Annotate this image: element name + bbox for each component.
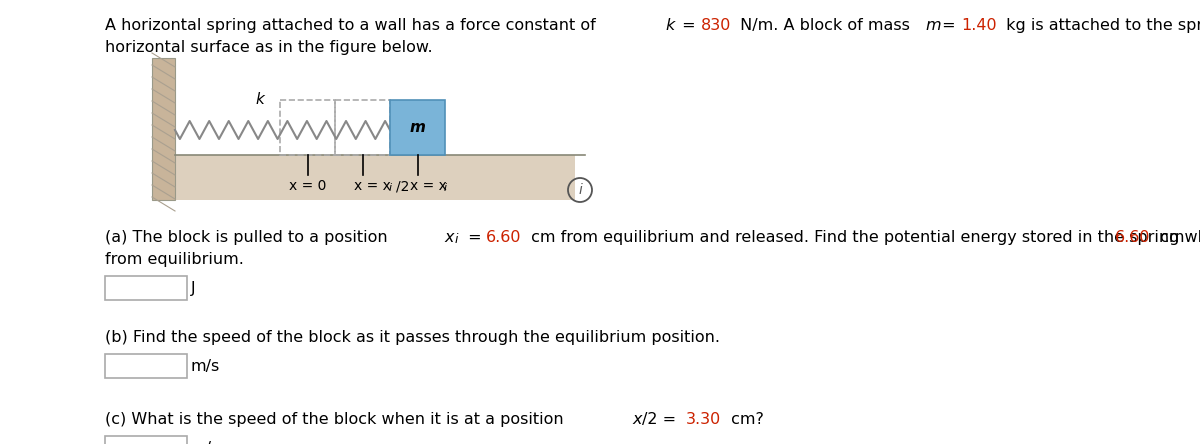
Text: i: i [455,233,458,246]
Text: x = x: x = x [409,179,446,193]
Bar [335,100,390,155]
Text: 6.60: 6.60 [486,230,522,245]
Text: horizontal surface as in the figure below.: horizontal surface as in the figure belo… [106,40,433,55]
Text: m: m [409,120,426,135]
Text: =: = [937,18,961,33]
Bar [106,354,187,378]
Text: /2 =: /2 = [642,412,682,427]
Text: i: i [578,183,582,197]
Text: k: k [256,92,264,107]
Text: (c) What is the speed of the block when it is at a position: (c) What is the speed of the block when … [106,412,569,427]
Text: x = x: x = x [354,179,391,193]
Bar [106,436,187,444]
Text: =: = [463,230,487,245]
Text: m/s: m/s [191,440,221,444]
Text: x: x [444,230,454,245]
Text: cm from equilibrium and released. Find the potential energy stored in the spring: cm from equilibrium and released. Find t… [526,230,1200,245]
Text: =: = [677,18,701,33]
Text: 6.60: 6.60 [1115,230,1151,245]
Text: i: i [444,183,446,193]
Text: J: J [191,281,196,296]
Text: cm?: cm? [726,412,764,427]
Text: 830: 830 [701,18,731,33]
Bar [152,58,175,200]
Text: 3.30: 3.30 [686,412,721,427]
Bar [390,100,445,155]
Text: 1.40: 1.40 [961,18,997,33]
Text: m/s: m/s [191,358,221,373]
Text: (b) Find the speed of the block as it passes through the equilibrium position.: (b) Find the speed of the block as it pa… [106,330,720,345]
Text: kg is attached to the spring and rests on a frictionless,: kg is attached to the spring and rests o… [1001,18,1200,33]
Text: i: i [389,183,391,193]
Bar [106,276,187,300]
Bar [175,155,575,200]
Text: /2: /2 [396,179,409,193]
Text: k: k [665,18,674,33]
Text: (a) The block is pulled to a position: (a) The block is pulled to a position [106,230,392,245]
Text: N/m. A block of mass: N/m. A block of mass [734,18,916,33]
Text: A horizontal spring attached to a wall has a force constant of: A horizontal spring attached to a wall h… [106,18,601,33]
Text: m: m [925,18,941,33]
Text: x = 0: x = 0 [289,179,326,193]
Text: cm: cm [1154,230,1184,245]
Text: from equilibrium.: from equilibrium. [106,252,244,267]
Text: x: x [632,412,642,427]
Bar [280,100,335,155]
